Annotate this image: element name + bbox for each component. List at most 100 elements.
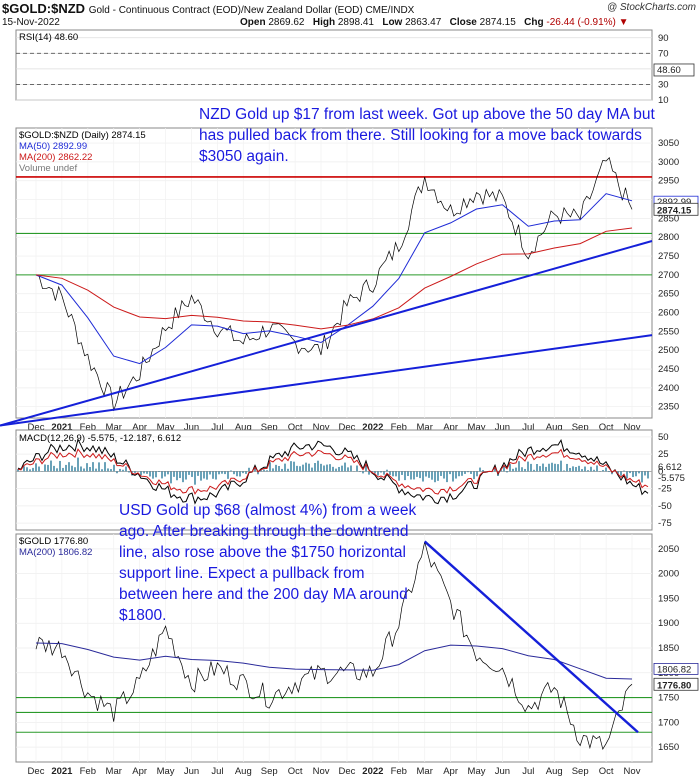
price-x-tick: Sep	[572, 422, 589, 433]
price-x-tick: Mar	[106, 422, 122, 433]
usd-legend-title: $GOLD 1776.80	[19, 536, 88, 547]
usd-x-tick: Oct	[288, 766, 303, 777]
usd-x-tick: Aug	[546, 766, 563, 777]
ma50-line	[35, 193, 633, 365]
usd-ma200-line	[35, 642, 633, 680]
price-tick-label: 2550	[658, 326, 679, 337]
macd-value: -5.575	[658, 473, 685, 484]
rsi-panel	[15, 29, 653, 101]
price-x-tick: Dec	[339, 422, 356, 433]
usd-price-value-label: 1776.80	[657, 680, 691, 691]
price-value-box	[653, 202, 699, 216]
usd-x-tick: Jul	[211, 766, 223, 777]
usd-x-tick: Feb	[80, 766, 96, 777]
price-x-tick: May	[157, 422, 175, 433]
usd-x-tick: Jul	[522, 766, 534, 777]
rsi-tick-label: 10	[658, 95, 669, 106]
usd-x-tick: May	[468, 766, 486, 777]
uptrend-line-upper	[0, 240, 653, 427]
chart-date: 15-Nov-2022	[2, 17, 60, 28]
price-x-tick: 2022	[362, 422, 383, 433]
macd-tick-label: 50	[658, 432, 669, 443]
downtrend-line	[423, 540, 639, 734]
uptrend-line-lower	[0, 334, 653, 427]
macd-tick-label: -25	[658, 484, 672, 495]
price-tick-label: 2500	[658, 345, 679, 356]
price-tick-label: 2750	[658, 251, 679, 262]
price-legend-ma200: MA(200) 2862.22	[19, 152, 92, 163]
usd-x-tick: Apr	[443, 766, 458, 777]
macd-line	[17, 438, 649, 505]
price-x-tick: Jun	[184, 422, 199, 433]
price-tick-label: 2850	[658, 213, 679, 224]
price-x-tick: Jun	[495, 422, 510, 433]
usd-x-tick: Jun	[184, 766, 199, 777]
usd-tick-label: 1900	[658, 618, 679, 629]
usd-x-tick: Feb	[391, 766, 407, 777]
nzd-price-line	[35, 157, 633, 411]
price-tick-label: 2350	[658, 402, 679, 413]
usd-tick-label: 1650	[658, 742, 679, 753]
usd-tick-label: 1700	[658, 717, 679, 728]
price-tick-label: 2700	[658, 270, 679, 281]
rsi-tick-label: 90	[658, 33, 669, 44]
nzd-annotation: NZD Gold up $17 from last week. Got up a…	[199, 106, 655, 165]
price-value-label: 2874.15	[657, 205, 692, 216]
price-tick-label: 2650	[658, 289, 679, 300]
price-x-tick: Dec	[28, 422, 45, 433]
usd-tick-label: 1750	[658, 693, 679, 704]
usd-ma200-value-box	[653, 663, 699, 675]
price-x-tick: Feb	[80, 422, 96, 433]
usd-tick-label: 2000	[658, 569, 679, 580]
price-x-tick: Apr	[443, 422, 458, 433]
usd-x-tick: Apr	[132, 766, 147, 777]
price-tick-label: 2800	[658, 232, 679, 243]
ma200-line	[35, 227, 633, 330]
macd-tick-label: 0	[658, 466, 663, 477]
usd-tick-label: 2050	[658, 544, 679, 555]
usd-x-tick: Dec	[28, 766, 45, 777]
price-x-tick: Jul	[522, 422, 534, 433]
usd-legend-ma200: MA(200) 1806.82	[19, 547, 92, 558]
usd-ma200-value-label: 1806.82	[657, 664, 691, 675]
price-x-tick: Feb	[391, 422, 407, 433]
price-x-tick: Mar	[417, 422, 433, 433]
price-x-tick: Jul	[211, 422, 223, 433]
chart-title: $GOLD:$NZD Gold - Continuous Contract (E…	[2, 1, 415, 16]
nzd-price-panel	[15, 127, 653, 419]
usd-x-tick: 2022	[362, 766, 383, 777]
price-tick-label: 2400	[658, 383, 679, 394]
price-x-tick: Aug	[235, 422, 252, 433]
usd-x-tick: Aug	[235, 766, 252, 777]
usd-x-tick: Sep	[261, 766, 278, 777]
price-x-tick: Nov	[313, 422, 330, 433]
price-legend-volume: Volume undef	[19, 163, 77, 174]
usd-x-tick: Sep	[572, 766, 589, 777]
price-tick-label: 2600	[658, 308, 679, 319]
stockcharts-brand: @ StockCharts.com	[606, 2, 696, 13]
price-x-tick: 2021	[51, 422, 73, 433]
price-x-tick: Sep	[261, 422, 278, 433]
macd-signal-line	[17, 448, 649, 495]
price-x-tick: Apr	[132, 422, 147, 433]
chart-header: $GOLD:$NZD Gold - Continuous Contract (E…	[0, 0, 700, 34]
usd-x-tick: Jun	[495, 766, 510, 777]
rsi-tick-label: 70	[658, 48, 669, 59]
price-x-tick: Nov	[624, 422, 641, 433]
usd-price-value-box	[653, 677, 699, 691]
usd-x-tick: May	[157, 766, 175, 777]
macd-tick-label: -75	[658, 518, 672, 529]
usd-x-tick: Mar	[417, 766, 433, 777]
rsi-label: RSI(14) 48.60	[19, 32, 78, 43]
price-legend-title: $GOLD:$NZD (Daily) 2874.15	[19, 130, 146, 141]
usd-x-tick: Mar	[106, 766, 122, 777]
macd-hist-value: 6.612	[658, 462, 682, 473]
usd-x-tick: Nov	[624, 766, 641, 777]
usd-price-line	[35, 541, 633, 751]
price-x-tick: Oct	[599, 422, 614, 433]
usd-tick-label: 1850	[658, 643, 679, 654]
rsi-value-label: 48.60	[657, 65, 681, 76]
rsi-value-box	[653, 63, 695, 77]
usd-x-tick: Dec	[339, 766, 356, 777]
